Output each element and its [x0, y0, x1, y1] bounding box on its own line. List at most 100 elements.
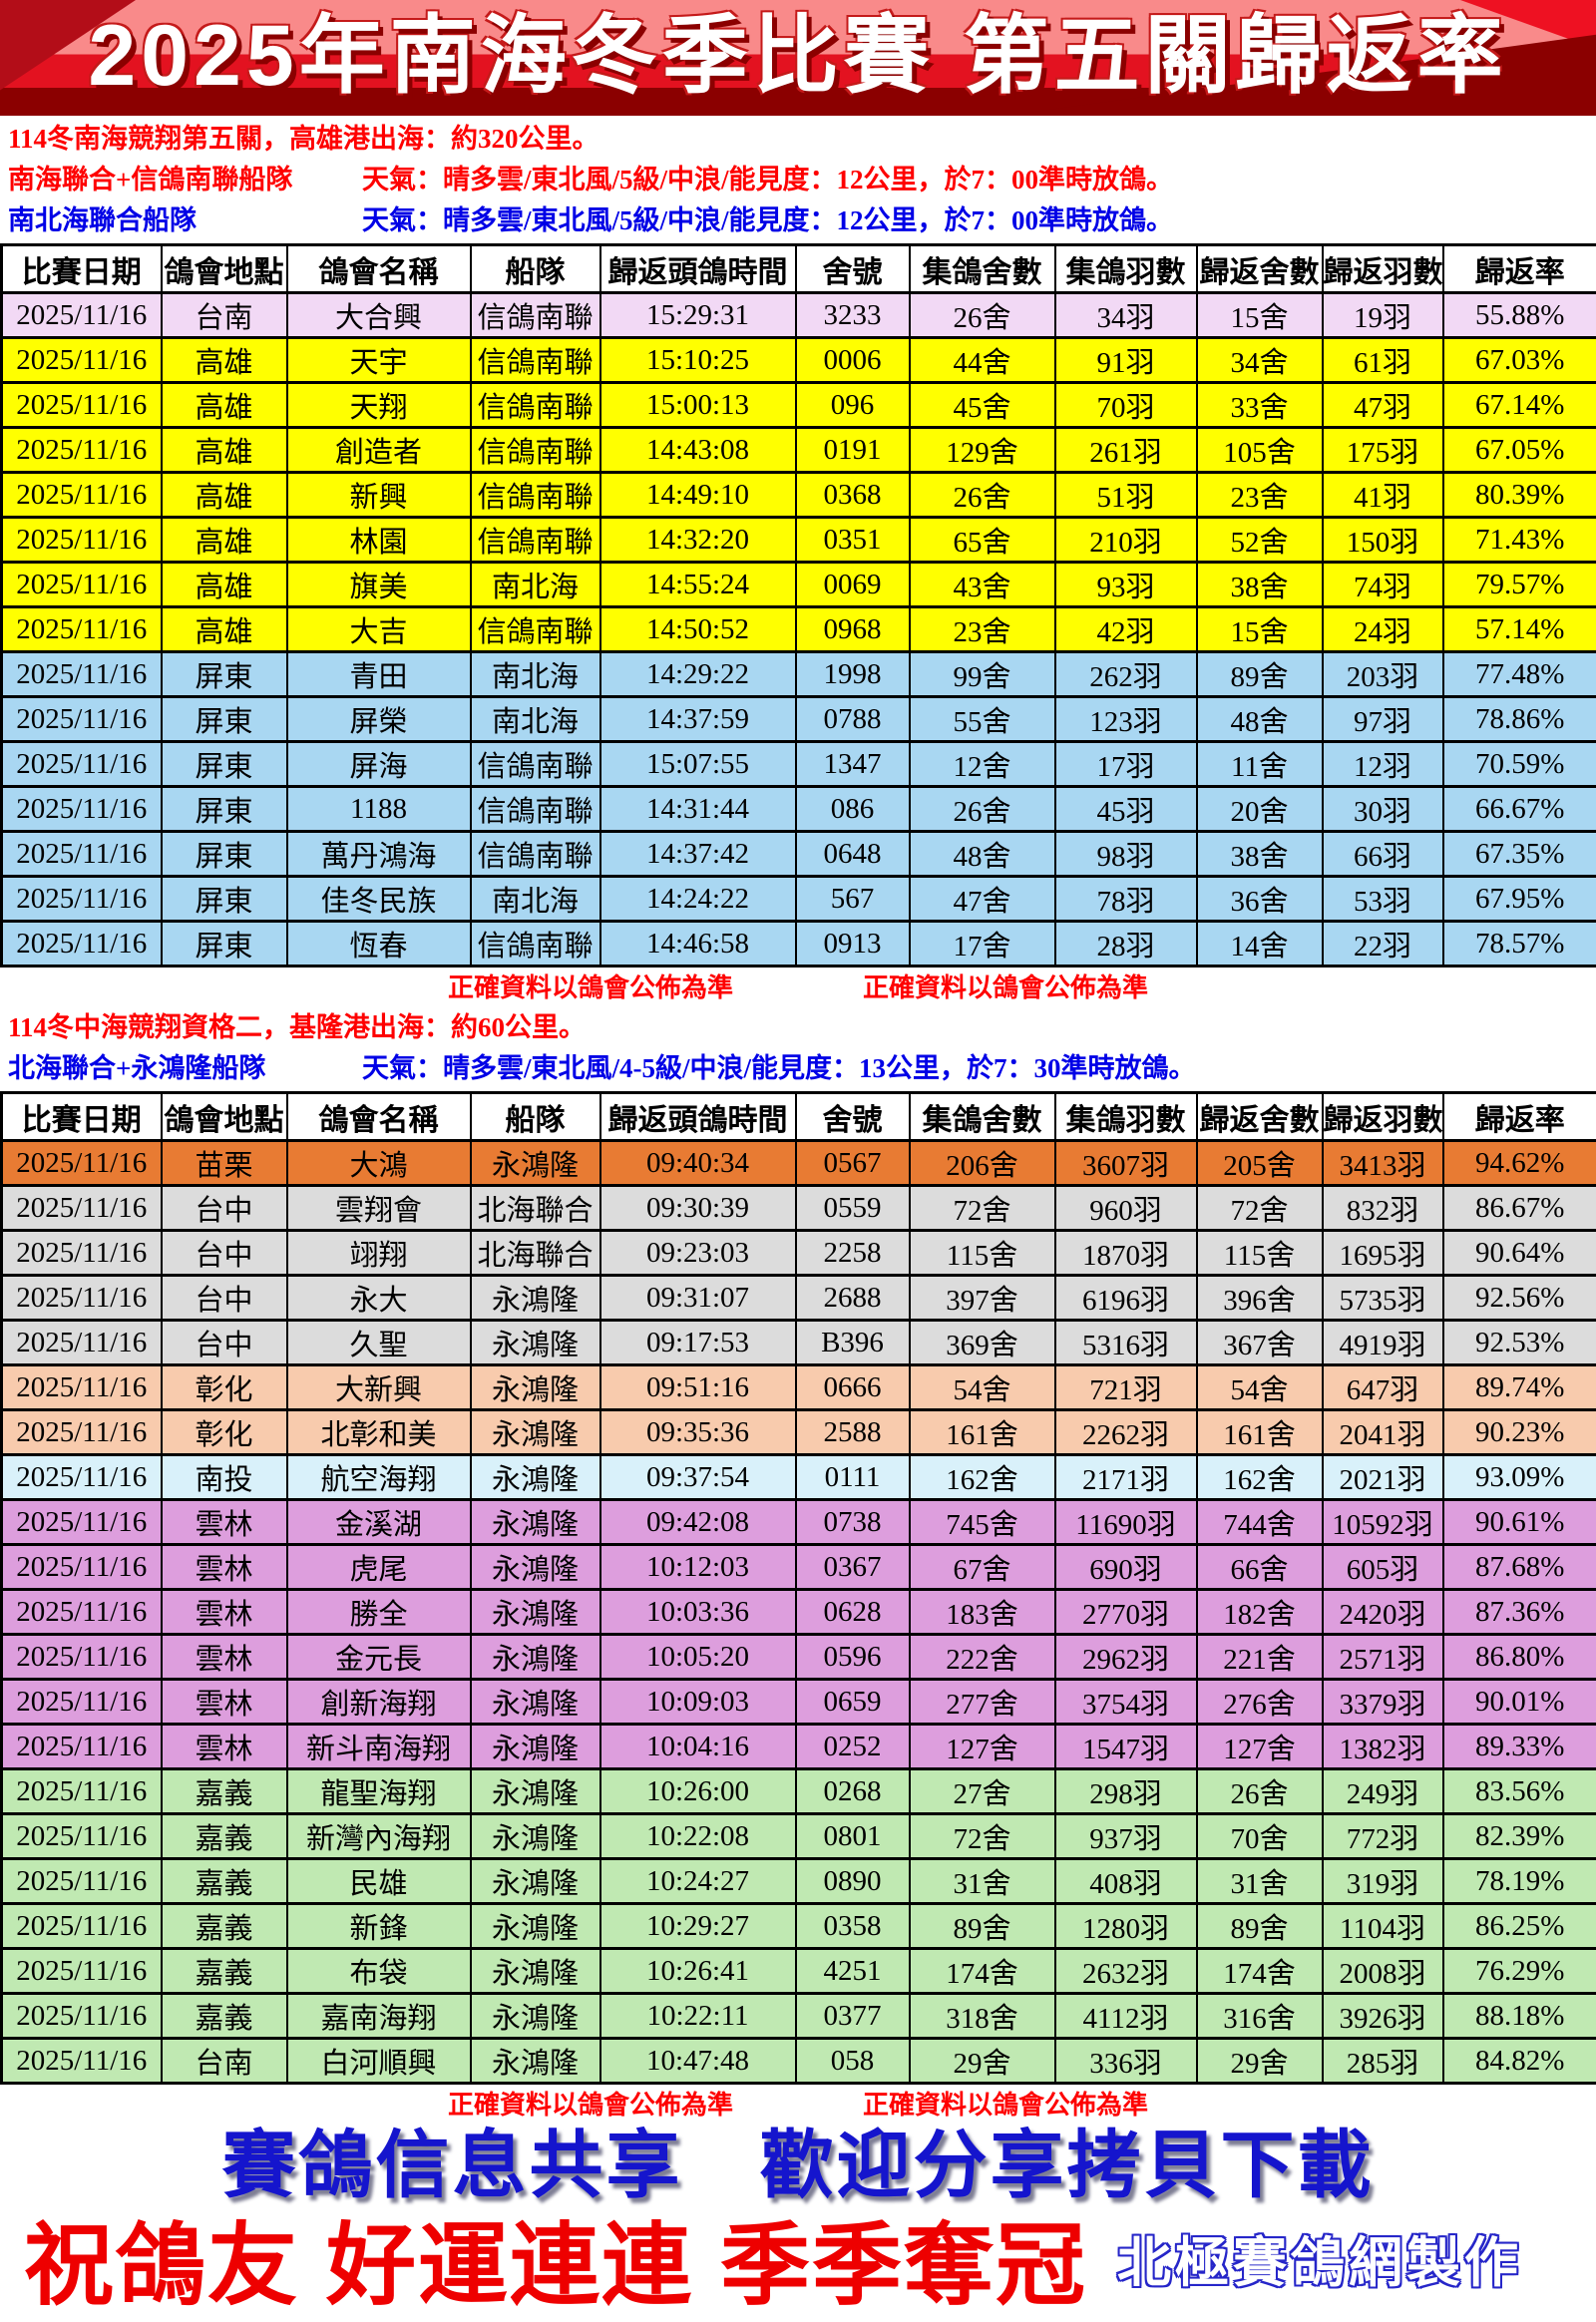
- table-header-row: 比賽日期鴿會地點鴿會名稱船隊歸返頭鴿時間舍號集鴿舍數集鴿羽數歸返舍數歸返羽數歸返…: [2, 1093, 1596, 1141]
- table-cell: 38舍: [1197, 563, 1323, 607]
- table-cell: 天翔: [287, 383, 471, 428]
- table-cell: 369舍: [910, 1321, 1055, 1365]
- fleet-weather-line: 北海聯合+永鴻隆船隊天氣：晴多雲/東北風/4-5級/中浪/能見度：13公里，於7…: [8, 1048, 1588, 1089]
- table-cell: 嘉義: [162, 1859, 287, 1904]
- table-cell: 105舍: [1197, 428, 1323, 473]
- table-cell: 2025/11/16: [2, 697, 162, 742]
- page-title: 2025年南海冬季比賽 第五關歸返率: [0, 0, 1596, 116]
- table-cell: 永鴻隆: [471, 1545, 600, 1590]
- column-header: 歸返舍數: [1197, 1093, 1323, 1141]
- weather-text: 天氣：晴多雲/東北風/5級/中浪/能見度：12公里，於7：00準時放鴿。: [362, 200, 1173, 241]
- table-cell: 高雄: [162, 518, 287, 563]
- table-cell: 690羽: [1055, 1545, 1197, 1590]
- table-cell: 14:29:22: [600, 652, 796, 697]
- disclaimer-text: 正確資料以鴿會公佈為準: [863, 968, 1148, 1004]
- table-cell: 91羽: [1055, 338, 1197, 383]
- table-cell: 318舍: [910, 1994, 1055, 2039]
- table-cell: 67舍: [910, 1545, 1055, 1590]
- table-cell: 277舍: [910, 1680, 1055, 1725]
- table-cell: 127舍: [1197, 1725, 1323, 1769]
- table-cell: 86.67%: [1443, 1186, 1596, 1231]
- table-cell: 78.86%: [1443, 697, 1596, 742]
- table-cell: 86.80%: [1443, 1635, 1596, 1680]
- table-cell: 66羽: [1323, 832, 1443, 877]
- table-cell: 10592羽: [1323, 1500, 1443, 1545]
- table-cell: 175羽: [1323, 428, 1443, 473]
- table-cell: 2025/11/16: [2, 1590, 162, 1635]
- table-cell: 新鋒: [287, 1904, 471, 1949]
- table-cell: 14:49:10: [600, 473, 796, 518]
- column-header: 舍號: [796, 1093, 910, 1141]
- table-cell: 布袋: [287, 1949, 471, 1994]
- table-cell: 2025/11/16: [2, 1231, 162, 1276]
- table-cell: 162舍: [1197, 1455, 1323, 1500]
- table-cell: 12羽: [1323, 742, 1443, 787]
- table-cell: 0801: [796, 1814, 910, 1859]
- table-cell: 久聖: [287, 1321, 471, 1365]
- table-cell: 2025/11/16: [2, 2039, 162, 2084]
- table-cell: 永鴻隆: [471, 1725, 600, 1769]
- table-cell: 3413羽: [1323, 1141, 1443, 1186]
- table-cell: 0628: [796, 1590, 910, 1635]
- table-cell: 17舍: [910, 922, 1055, 967]
- table-cell: 88.18%: [1443, 1994, 1596, 2039]
- column-header: 鴿會地點: [162, 1093, 287, 1141]
- table-cell: 51羽: [1055, 473, 1197, 518]
- table-cell: 大合興: [287, 293, 471, 338]
- table-cell: 南北海: [471, 697, 600, 742]
- table-cell: 09:42:08: [600, 1500, 796, 1545]
- table-cell: 民雄: [287, 1859, 471, 1904]
- table-cell: 10:12:03: [600, 1545, 796, 1590]
- table-cell: 永鴻隆: [471, 1410, 600, 1455]
- table-cell: 高雄: [162, 563, 287, 607]
- table-cell: 2025/11/16: [2, 473, 162, 518]
- table-cell: 虎尾: [287, 1545, 471, 1590]
- table-cell: 09:31:07: [600, 1276, 796, 1321]
- table-cell: 960羽: [1055, 1186, 1197, 1231]
- table-cell: 大吉: [287, 607, 471, 652]
- table-cell: 0069: [796, 563, 910, 607]
- wish-text: 祝鴿友 好運連連 季季奪冠: [24, 2192, 1087, 2322]
- table-cell: 90.61%: [1443, 1500, 1596, 1545]
- table-cell: 72舍: [1197, 1186, 1323, 1231]
- table-cell: 嘉義: [162, 1769, 287, 1814]
- table-cell: 12舍: [910, 742, 1055, 787]
- table-cell: 0358: [796, 1904, 910, 1949]
- table-cell: 2025/11/16: [2, 1859, 162, 1904]
- table-cell: 0890: [796, 1859, 910, 1904]
- column-header: 船隊: [471, 1093, 600, 1141]
- table-cell: 203羽: [1323, 652, 1443, 697]
- table-cell: 15:10:25: [600, 338, 796, 383]
- table-cell: 2420羽: [1323, 1590, 1443, 1635]
- table-cell: 4112羽: [1055, 1994, 1197, 2039]
- table-cell: 金溪湖: [287, 1500, 471, 1545]
- table-cell: 84.82%: [1443, 2039, 1596, 2084]
- table-cell: 雲林: [162, 1590, 287, 1635]
- table-cell: 0111: [796, 1455, 910, 1500]
- table-cell: 台中: [162, 1186, 287, 1231]
- table-cell: 98羽: [1055, 832, 1197, 877]
- table-cell: 金元長: [287, 1635, 471, 1680]
- fleet-name: 南海聯合+信鴿南聯船隊: [8, 160, 362, 200]
- table-cell: 0268: [796, 1769, 910, 1814]
- table-cell: 彰化: [162, 1365, 287, 1410]
- column-header: 集鴿舍數: [910, 1093, 1055, 1141]
- table-cell: 319羽: [1323, 1859, 1443, 1904]
- table-cell: 永鴻隆: [471, 1365, 600, 1410]
- table-cell: 67.95%: [1443, 877, 1596, 922]
- table-cell: 雲林: [162, 1725, 287, 1769]
- table-cell: 2025/11/16: [2, 922, 162, 967]
- table-cell: 4251: [796, 1949, 910, 1994]
- table-cell: 屏東: [162, 742, 287, 787]
- table-cell: 2025/11/16: [2, 1949, 162, 1994]
- table-cell: 嘉義: [162, 1904, 287, 1949]
